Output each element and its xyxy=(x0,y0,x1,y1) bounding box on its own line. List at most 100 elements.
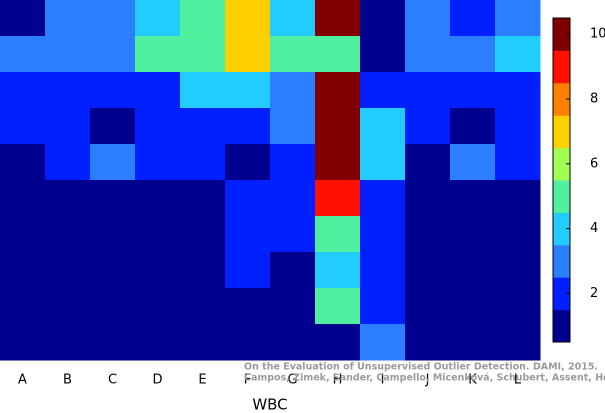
cell xyxy=(495,144,541,181)
cell xyxy=(495,36,541,73)
cell xyxy=(450,72,496,109)
cell xyxy=(135,180,181,217)
cell xyxy=(315,144,361,181)
cell xyxy=(135,72,181,109)
cell xyxy=(360,72,406,109)
x-tick-label: K xyxy=(468,373,477,388)
cell xyxy=(225,144,271,181)
cell xyxy=(90,252,136,289)
colorbar-segment xyxy=(553,212,570,246)
cell xyxy=(315,324,361,361)
cell xyxy=(180,36,226,73)
cell xyxy=(45,288,91,325)
cell xyxy=(90,0,136,37)
cell xyxy=(135,324,181,361)
x-tick-label: G xyxy=(287,373,297,388)
cell xyxy=(315,252,361,289)
cell xyxy=(90,144,136,181)
cell xyxy=(405,252,451,289)
x-tick-label: A xyxy=(18,373,27,388)
x-tick-label: C xyxy=(108,373,117,388)
cell xyxy=(405,0,451,37)
cell xyxy=(45,36,91,73)
cell xyxy=(360,144,406,181)
cell xyxy=(450,36,496,73)
cell xyxy=(270,324,316,361)
cell xyxy=(225,180,271,217)
cell xyxy=(270,0,316,37)
cell xyxy=(45,324,91,361)
cell xyxy=(405,216,451,253)
cell xyxy=(450,288,496,325)
cell xyxy=(135,0,181,37)
cell xyxy=(495,324,541,361)
cell xyxy=(495,0,541,37)
cell xyxy=(495,72,541,109)
cell xyxy=(270,252,316,289)
cell xyxy=(450,108,496,145)
cell xyxy=(225,252,271,289)
cell xyxy=(90,180,136,217)
cell xyxy=(225,36,271,73)
cell xyxy=(180,144,226,181)
colorbar-segment xyxy=(553,309,570,343)
cell xyxy=(135,288,181,325)
cell xyxy=(90,108,136,145)
cell xyxy=(360,288,406,325)
x-tick-label: B xyxy=(63,373,72,388)
cell xyxy=(225,288,271,325)
cell xyxy=(180,180,226,217)
cell xyxy=(405,180,451,217)
cell xyxy=(360,324,406,361)
cell xyxy=(360,216,406,253)
cell xyxy=(45,0,91,37)
cell xyxy=(270,288,316,325)
cell xyxy=(135,144,181,181)
cell xyxy=(45,252,91,289)
cell xyxy=(0,252,46,289)
cell xyxy=(135,108,181,145)
cell xyxy=(405,72,451,109)
cell xyxy=(225,324,271,361)
cell xyxy=(180,324,226,361)
cell xyxy=(270,144,316,181)
cell xyxy=(495,252,541,289)
cell xyxy=(315,0,361,37)
colorbar-tick-label: 2 xyxy=(590,286,598,301)
cell xyxy=(135,252,181,289)
cell xyxy=(495,288,541,325)
cell xyxy=(90,36,136,73)
cell xyxy=(360,108,406,145)
cell xyxy=(270,108,316,145)
cell xyxy=(360,252,406,289)
cell xyxy=(315,216,361,253)
cell xyxy=(405,324,451,361)
colorbar-frame xyxy=(552,17,571,343)
cell xyxy=(270,72,316,109)
x-tick-label: I xyxy=(381,373,385,388)
cell xyxy=(45,180,91,217)
cell xyxy=(180,216,226,253)
cell xyxy=(225,216,271,253)
cell xyxy=(270,36,316,73)
cell xyxy=(180,72,226,109)
cell xyxy=(180,0,226,37)
cell xyxy=(405,144,451,181)
colorbar-segment xyxy=(553,147,570,181)
cell xyxy=(360,180,406,217)
cell xyxy=(45,144,91,181)
cell xyxy=(315,108,361,145)
cell xyxy=(315,180,361,217)
colorbar-segment xyxy=(553,115,570,149)
cell xyxy=(45,216,91,253)
cell xyxy=(90,324,136,361)
cell xyxy=(450,324,496,361)
cell xyxy=(180,108,226,145)
cell xyxy=(315,288,361,325)
cell xyxy=(405,288,451,325)
cell xyxy=(315,72,361,109)
cell xyxy=(315,36,361,73)
cell xyxy=(0,324,46,361)
x-tick-label: H xyxy=(333,373,343,388)
